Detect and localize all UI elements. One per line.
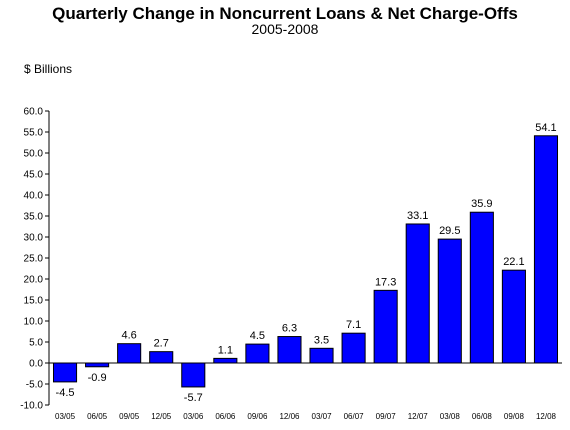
x-tick-label: 06/08 <box>472 412 493 421</box>
bar <box>373 289 398 364</box>
bar <box>341 332 366 364</box>
chart-title: Quarterly Change in Noncurrent Loans & N… <box>52 4 518 23</box>
bar <box>501 269 526 364</box>
data-label: 4.5 <box>250 330 265 342</box>
y-tick-label: -10.0 <box>20 401 43 412</box>
x-tick-label: 09/07 <box>376 412 397 421</box>
data-label: 7.1 <box>346 319 361 331</box>
data-label: 6.3 <box>282 323 297 335</box>
y-tick-label: -5.0 <box>26 380 44 391</box>
y-tick-label: 25.0 <box>24 254 44 265</box>
y-tick-label: 0.0 <box>29 359 43 370</box>
bar <box>181 362 206 388</box>
bars <box>52 135 559 388</box>
bar <box>533 135 559 364</box>
data-label: -5.7 <box>184 392 203 404</box>
y-tick-label: 10.0 <box>24 317 44 328</box>
data-label: -4.5 <box>56 387 75 399</box>
bar <box>52 362 78 383</box>
x-tick-label: 12/06 <box>279 412 300 421</box>
axes <box>48 111 562 405</box>
data-label: 4.6 <box>122 330 137 342</box>
data-label: 17.3 <box>375 276 396 288</box>
x-tick-label: 09/05 <box>119 412 140 421</box>
y-tick-label: 15.0 <box>24 296 44 307</box>
bar <box>245 343 270 364</box>
data-label: 35.9 <box>471 198 492 210</box>
bar <box>213 357 238 364</box>
data-label: 22.1 <box>503 256 524 268</box>
x-tick-label: 12/08 <box>536 412 557 421</box>
y-tick-label: 45.0 <box>24 170 44 181</box>
y-tick-label: 20.0 <box>24 275 44 286</box>
x-tick-label: 06/06 <box>215 412 236 421</box>
y-axis-unit-label: $ Billions <box>24 62 73 76</box>
y-tick-label: 5.0 <box>29 338 43 349</box>
y-tick-label: 35.0 <box>24 212 44 223</box>
bar <box>437 238 462 364</box>
x-tick-label: 12/07 <box>408 412 429 421</box>
bar <box>469 211 494 364</box>
data-label: 2.7 <box>154 338 169 350</box>
data-label: 29.5 <box>439 225 460 237</box>
bar <box>405 223 430 364</box>
bar <box>277 336 302 364</box>
x-tick-label: 09/06 <box>247 412 268 421</box>
y-tick-label: 40.0 <box>24 191 44 202</box>
bar <box>149 351 174 364</box>
data-label: 3.5 <box>314 334 329 346</box>
x-tick-label: 03/08 <box>440 412 461 421</box>
bar <box>85 362 110 368</box>
bar <box>117 343 142 364</box>
x-axis-ticks: 03/05 06/05 09/05 12/05 03/06 06/06 09/06 12/06… <box>55 412 557 421</box>
data-label: 1.1 <box>218 344 233 356</box>
x-tick-label: 09/08 <box>504 412 525 421</box>
y-tick-label: 55.0 <box>24 128 44 139</box>
x-tick-label: 03/05 <box>55 412 76 421</box>
data-label: -0.9 <box>88 372 107 384</box>
x-tick-label: 03/06 <box>183 412 204 421</box>
y-axis-ticks: -10.0 -5.0 0.0 5.0 10.0 15.0 20.0 25.0 30.0 35.0 4… <box>20 107 49 412</box>
y-tick-label: 50.0 <box>24 149 44 160</box>
x-tick-label: 03/07 <box>312 412 333 421</box>
chart-subtitle: 2005-2008 <box>251 21 319 37</box>
x-tick-label: 12/05 <box>151 412 172 421</box>
x-tick-label: 06/05 <box>87 412 108 421</box>
y-tick-label: 30.0 <box>24 233 44 244</box>
x-tick-label: 06/07 <box>344 412 365 421</box>
bar <box>309 347 334 364</box>
data-label: 33.1 <box>407 210 428 222</box>
y-tick-label: 60.0 <box>24 107 44 118</box>
data-label: 54.1 <box>535 122 556 134</box>
data-labels: -4.5 -0.9 4.6 2.7 -5.7 1.1 4.5 6.3 3.5 7.1 17.3 33.… <box>56 122 557 404</box>
